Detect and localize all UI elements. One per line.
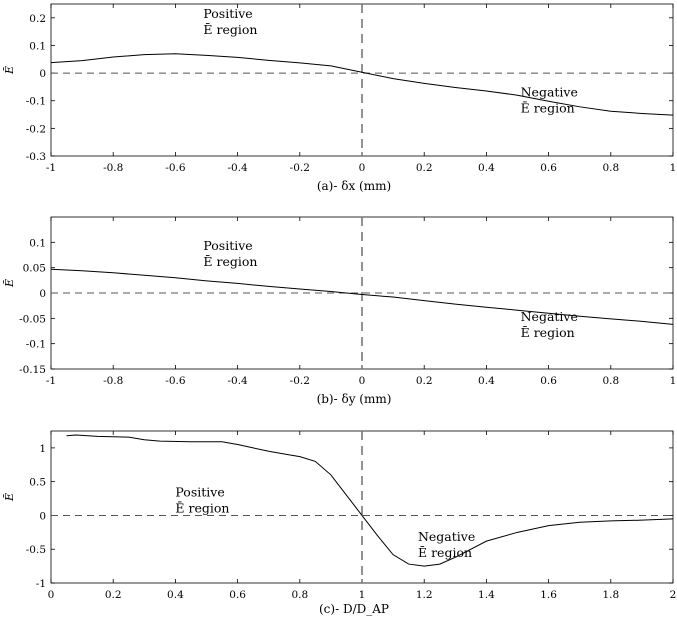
- chart-b-x-tick-label: 0.4: [478, 375, 495, 387]
- chart-b-x-tick-label: -0.8: [103, 375, 123, 387]
- chart-b-y-tick-label: -0.15: [19, 364, 46, 376]
- chart-c-annotation-negative-line-1: Negative: [418, 529, 475, 544]
- chart-c-annotation-positive-line-2: Ē region: [175, 501, 229, 516]
- chart-a-series-line: [50, 53, 674, 116]
- chart-b-y-tick-label: -0.1: [26, 339, 46, 351]
- chart-c-x-tick-label: 1.2: [416, 589, 433, 601]
- chart-a-x-tick-label: -0.2: [290, 162, 310, 174]
- chart-a-y-tick-label: 0: [39, 68, 46, 80]
- chart-a-x-tick-label: -0.4: [227, 162, 248, 174]
- chart-b-x-tick-label: 0.6: [540, 375, 557, 387]
- chart-b-x-tick-label: 0: [359, 375, 366, 387]
- chart-a-x-tick-label: -0.6: [165, 162, 186, 174]
- chart-c-annotation-positive-line-1: Positive: [175, 485, 224, 500]
- chart-c-x-tick-label: 1.8: [602, 589, 619, 601]
- chart-c-y-tick-label: -0.5: [26, 544, 46, 556]
- chart-c-series-line: [66, 434, 674, 567]
- chart-c-y-tick-label: 1: [39, 443, 46, 455]
- chart-a-x-tick-label: 0.8: [602, 162, 619, 174]
- chart-b-x-tick-label: 0.8: [602, 375, 619, 387]
- chart-a-y-tick-label: -0.2: [26, 123, 46, 135]
- chart-b-x-axis-label: (b)- δy (mm): [317, 392, 392, 406]
- chart-a-x-tick-label: 1: [670, 162, 677, 174]
- chart-a-x-axis-label: (a)- δx (mm): [317, 179, 391, 193]
- chart-c-y-tick-label: -1: [36, 578, 46, 590]
- chart-c-x-tick-label: 1.4: [478, 589, 495, 601]
- chart-a-x-tick-label: 0.4: [478, 162, 495, 174]
- chart-a-x-tick-label: -0.8: [103, 162, 123, 174]
- chart-b-y-axis-label: Ē: [3, 279, 16, 288]
- chart-c-x-tick-label: 2: [670, 589, 677, 601]
- chart-c-x-tick-label: 0.8: [291, 589, 308, 601]
- chart-a-y-tick-label: -0.3: [26, 151, 46, 163]
- chart-b-x-tick-label: -1: [46, 375, 56, 387]
- chart-a-annotation-positive-line-1: Positive: [203, 6, 252, 21]
- chart-b-y-tick-label: 0: [39, 288, 46, 300]
- chart-c-x-tick-label: 1.6: [540, 589, 557, 601]
- chart-b-series-line: [50, 268, 674, 325]
- chart-a-y-axis-label: Ē: [3, 66, 16, 75]
- chart-b-x-tick-label: -0.2: [290, 375, 310, 387]
- chart-a-x-tick-label: 0.6: [540, 162, 557, 174]
- chart-b-y-tick-label: -0.05: [19, 313, 46, 325]
- chart-b-annotation-positive-line-2: Ē region: [203, 254, 257, 269]
- chart-c-x-tick-label: 0.6: [229, 589, 246, 601]
- chart-c-y-tick-label: 0: [39, 510, 46, 522]
- chart-b-y-tick-label: 0.1: [29, 237, 46, 249]
- chart-b-y-tick-label: 0.05: [23, 263, 46, 275]
- panel-c: 0 0.2 0.4 0.6 0.8 1 1.2 1.4 1.6 1.8 2 -1 -0.5 0 0.5 1 Po…: [3, 430, 677, 616]
- chart-b-x-tick-label: -0.4: [227, 375, 248, 387]
- chart-b-x-tick-label: 0.2: [416, 375, 433, 387]
- chart-a-annotation-negative-line-1: Negative: [521, 85, 578, 100]
- chart-a-x-tick-label: -1: [46, 162, 56, 174]
- chart-c-y-tick-label: 0.5: [29, 477, 46, 489]
- panel-a: -1 -0.8 -0.6 -0.4 -0.2 0 0.2 0.4 0.6 0.8 1 -0.3 -0.2…: [3, 3, 677, 193]
- chart-b-x-tick-label: 1: [670, 375, 677, 387]
- chart-a-x-tick-label: 0: [359, 162, 366, 174]
- chart-b-annotation-negative-line-2: Ē region: [521, 325, 575, 340]
- chart-c-x-tick-label: 1: [359, 589, 366, 601]
- panel-b: -1 -0.8 -0.6 -0.4 -0.2 0 0.2 0.4 0.6 0.8 1 -0.15 -0.…: [3, 216, 677, 406]
- chart-c-y-axis-label: Ē: [3, 493, 16, 502]
- chart-c-x-tick-label: 0.4: [167, 589, 184, 601]
- chart-b-x-tick-label: -0.6: [165, 375, 186, 387]
- chart-a-annotation-positive-line-2: Ē region: [203, 22, 257, 37]
- chart-c-x-axis-label: (c)- D/D_AP: [319, 602, 389, 616]
- chart-a-y-tick-label: -0.1: [26, 96, 46, 108]
- chart-a-y-tick-label: 0.2: [29, 13, 46, 25]
- chart-c-x-tick-label: 0.2: [105, 589, 122, 601]
- chart-a-y-tick-label: 0.1: [29, 40, 46, 52]
- chart-c-annotation-negative-line-2: Ē region: [418, 545, 472, 560]
- chart-b-annotation-positive-line-1: Positive: [203, 238, 252, 253]
- chart-a-annotation-negative-line-2: Ē region: [521, 101, 575, 116]
- chart-a-x-tick-label: 0.2: [416, 162, 433, 174]
- chart-c-x-tick-label: 0: [48, 589, 55, 601]
- chart-b-annotation-negative-line-1: Negative: [521, 309, 578, 324]
